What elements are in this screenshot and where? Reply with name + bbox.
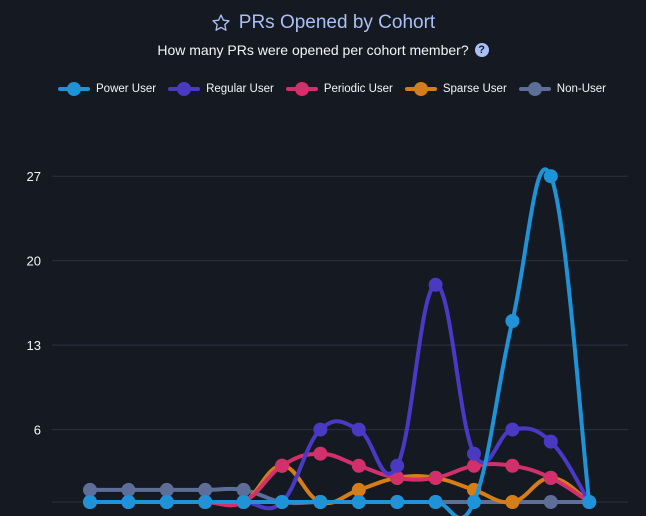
data-point-regular-user[interactable] <box>505 422 520 437</box>
chart-header: PRs Opened by Cohort How many PRs were o… <box>0 10 646 58</box>
data-point-power-user[interactable] <box>390 495 405 509</box>
data-point-non-user[interactable] <box>198 482 213 497</box>
data-point-non-user[interactable] <box>543 495 558 509</box>
legend-swatch <box>58 82 90 96</box>
data-point-regular-user[interactable] <box>390 458 405 473</box>
subtitle-row: How many PRs were opened per cohort memb… <box>0 42 646 58</box>
legend-item-regular-user[interactable]: Regular User <box>168 82 274 96</box>
data-point-non-user[interactable] <box>159 482 174 497</box>
data-point-non-user[interactable] <box>83 482 97 497</box>
data-point-periodic-user[interactable] <box>467 458 481 473</box>
data-point-power-user[interactable] <box>505 314 520 328</box>
data-point-periodic-user[interactable] <box>505 458 520 473</box>
data-point-power-user[interactable] <box>83 495 97 509</box>
series-non-user <box>83 482 597 509</box>
data-point-regular-user[interactable] <box>467 446 481 461</box>
data-point-power-user[interactable] <box>121 495 136 509</box>
data-point-periodic-user[interactable] <box>543 470 558 485</box>
legend-item-periodic-user[interactable]: Periodic User <box>285 82 393 96</box>
legend-swatch <box>404 82 437 96</box>
data-point-periodic-user[interactable] <box>390 470 405 485</box>
y-tick-label: 27 <box>27 169 41 184</box>
data-point-power-user[interactable] <box>351 495 366 509</box>
data-point-power-user[interactable] <box>313 495 328 509</box>
data-point-power-user[interactable] <box>275 495 289 509</box>
legend-swatch <box>168 82 201 96</box>
series-regular-user <box>83 277 597 511</box>
data-point-power-user[interactable] <box>159 495 174 509</box>
chart-legend: Power User Regular User Periodic User Spars… <box>58 82 606 96</box>
help-icon[interactable]: ? <box>474 43 489 57</box>
y-tick-label: 20 <box>27 254 41 269</box>
chart-title: PRs Opened by Cohort <box>238 12 436 33</box>
series-power-user <box>83 167 597 516</box>
legend-label: Power User <box>96 83 157 95</box>
data-point-regular-user[interactable] <box>313 422 328 437</box>
legend-swatch <box>518 82 551 96</box>
chart-subtitle: How many PRs were opened per cohort memb… <box>157 42 469 58</box>
legend-item-non-user[interactable]: Non-User <box>518 82 606 96</box>
data-point-periodic-user[interactable] <box>275 458 289 473</box>
legend-swatch <box>285 82 318 96</box>
data-point-sparse-user[interactable] <box>351 482 366 497</box>
legend-label: Periodic User <box>323 83 393 95</box>
legend-item-power-user[interactable]: Power User <box>58 82 156 96</box>
data-point-power-user[interactable] <box>543 169 558 184</box>
data-point-regular-user[interactable] <box>351 422 366 437</box>
data-point-non-user[interactable] <box>236 482 251 497</box>
y-tick-label: 13 <box>27 338 41 353</box>
data-point-periodic-user[interactable] <box>428 470 443 485</box>
star-icon[interactable] <box>211 13 231 33</box>
data-point-power-user[interactable] <box>428 495 443 509</box>
data-point-regular-user[interactable] <box>428 277 443 292</box>
data-point-non-user[interactable] <box>121 482 136 497</box>
data-point-periodic-user[interactable] <box>351 458 366 473</box>
data-point-power-user[interactable] <box>467 495 481 509</box>
data-point-power-user[interactable] <box>582 495 597 509</box>
data-point-power-user[interactable] <box>198 495 213 509</box>
legend-label: Regular User <box>206 83 274 95</box>
data-point-regular-user[interactable] <box>543 434 558 449</box>
data-point-sparse-user[interactable] <box>505 495 520 509</box>
legend-item-sparse-user[interactable]: Sparse User <box>404 82 507 96</box>
legend-label: Non-User <box>556 83 606 95</box>
data-point-periodic-user[interactable] <box>313 446 328 461</box>
legend-label: Sparse User <box>442 83 507 95</box>
y-tick-label: 6 <box>34 423 41 438</box>
title-row: PRs Opened by Cohort <box>0 10 646 36</box>
data-point-power-user[interactable] <box>236 495 251 509</box>
